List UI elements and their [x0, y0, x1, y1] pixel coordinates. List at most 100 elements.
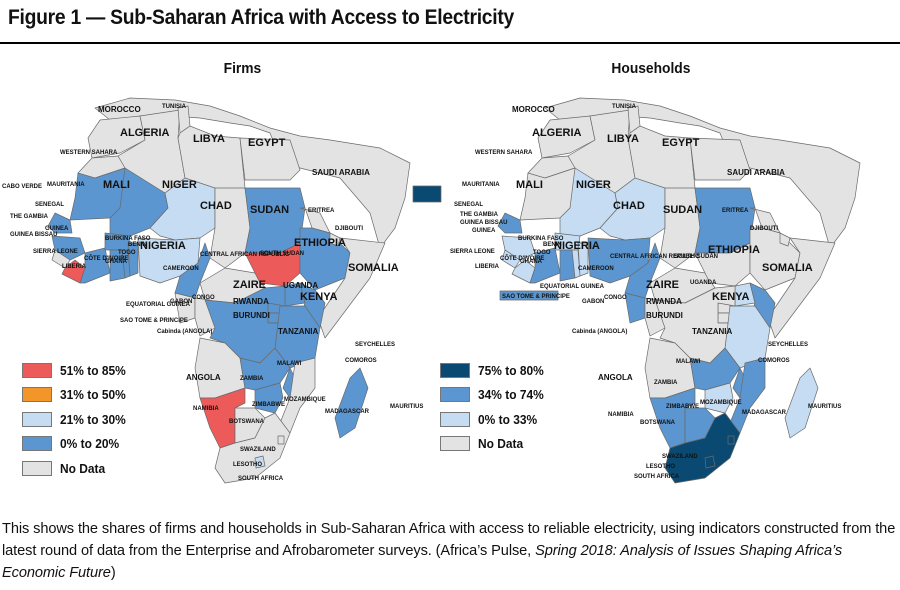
label-namibia: NAMIBIA [193, 406, 219, 412]
legend-label: 31% to 50% [60, 387, 126, 403]
label-guinea-bissau: GUINEA BISSAU [460, 220, 507, 226]
firms-heading: Firms [223, 60, 262, 77]
label-togo: TOGO [533, 250, 551, 256]
country-lesotho [254, 455, 266, 469]
label-tunisia: TUNISIA [162, 104, 187, 110]
label-mali: MALI [103, 179, 130, 191]
label-car: CENTRAL AFRICAN REPUBLIC [610, 254, 700, 260]
legend-label: 51% to 85% [60, 362, 126, 378]
label-egypt: EGYPT [248, 137, 286, 149]
label-saudi: SAUDI ARABIA [312, 168, 370, 177]
country-benin [577, 242, 589, 277]
households-map: MOROCCO TUNISIA ALGERIA LIBYA EGYPT SAUD… [450, 97, 861, 484]
legend-label: No Data [478, 436, 524, 452]
label-gabon: GABON [170, 299, 192, 305]
label-comoros: COMOROS [758, 358, 790, 364]
label-libya: LIBYA [193, 133, 225, 145]
caption-text: This shows the shares of firms and house… [2, 521, 896, 559]
legend-swatch [22, 362, 52, 378]
firms-legend-item: No Data [22, 456, 132, 481]
legend-label: 0% to 33% [478, 411, 538, 427]
label-namibia: NAMIBIA [608, 412, 634, 418]
label-senegal: SENEGAL [454, 202, 483, 208]
legend-label: 34% to 74% [478, 387, 544, 403]
label-eritrea: ERITREA [308, 208, 335, 214]
label-ghana: GHANA [520, 259, 543, 265]
country-madagascar [334, 367, 369, 439]
country-ethiopia [749, 227, 801, 291]
label-malawi: MALAWI [277, 361, 302, 367]
label-guinea-bissau: GUINEA BISSAU [10, 232, 57, 238]
label-uganda: UGANDA [283, 281, 318, 290]
country-benin [127, 242, 139, 277]
label-seychelles: SEYCHELLES [768, 342, 808, 348]
label-egypt: EGYPT [662, 137, 700, 149]
label-mauritania: MAURITANIA [47, 182, 85, 188]
label-zimbabwe: ZIMBABWE [666, 404, 699, 410]
country-swaziland [727, 435, 735, 445]
label-mali: MALI [516, 179, 543, 191]
country-lesotho [704, 455, 716, 469]
country-senegal [47, 212, 73, 234]
label-congo: CONGO [604, 295, 627, 301]
country-somalia [317, 237, 386, 339]
firms-legend-item: 51% to 85% [22, 358, 132, 383]
label-kenya: KENYA [712, 291, 750, 303]
label-lesotho: LESOTHO [646, 464, 675, 470]
legend-swatch [22, 411, 52, 427]
label-mauritius: MAURITIUS [808, 404, 841, 410]
country-mozambique [279, 357, 316, 434]
firms-legend-item: 0% to 20% [22, 432, 132, 457]
country-djibouti [779, 232, 791, 247]
label-tanzania: TANZANIA [692, 327, 733, 336]
label-burkina: BURKINA FASO [105, 236, 151, 242]
legend-label: 0% to 20% [60, 436, 120, 452]
caption-close: ) [110, 565, 116, 581]
legend-label: 75% to 80% [478, 362, 544, 378]
firms-legend-item: 21% to 30% [22, 407, 132, 432]
label-uganda: UGANDA [690, 280, 717, 286]
label-burundi: BURUNDI [646, 311, 683, 320]
background-land [544, 97, 861, 249]
label-sierra-leone: SIERRA LEONE [33, 249, 78, 255]
label-swaziland: SWAZILAND [240, 447, 276, 453]
legend-label: 21% to 30% [60, 411, 126, 427]
label-djibouti: DJIBOUTI [750, 226, 778, 232]
label-chad: CHAD [200, 200, 232, 212]
label-cote: CÔTE D'IVOIRE [500, 254, 544, 262]
legend-swatch [22, 387, 52, 403]
label-malawi: MALAWI [676, 359, 701, 365]
figure-caption: This shows the shares of firms and house… [2, 518, 898, 584]
label-comoros: COMOROS [345, 358, 377, 364]
label-mauritania: MAURITANIA [462, 182, 500, 188]
label-western-sahara: WESTERN SAHARA [60, 150, 118, 156]
label-mozambique: MOZAMBIQUE [284, 397, 326, 403]
label-burundi: BURUNDI [233, 311, 270, 320]
label-eq-guinea: EQUATORIAL GUINEA [540, 284, 605, 290]
label-sudan: SUDAN [250, 204, 289, 216]
legend-swatch [440, 362, 470, 378]
label-liberia: LIBERIA [475, 264, 500, 270]
label-guinea: GUINEA [45, 226, 69, 232]
country-zimbabwe [254, 382, 284, 414]
country-south-africa [664, 412, 741, 484]
label-angola: ANGOLA [186, 373, 221, 382]
label-guinea: GUINEA [472, 228, 496, 234]
label-algeria: ALGERIA [532, 127, 582, 139]
background-land [94, 97, 411, 249]
label-madagascar: MADAGASCAR [742, 410, 787, 416]
label-benin: BENIN [543, 242, 562, 248]
legend-swatch [440, 387, 470, 403]
label-nigeria: NIGERIA [554, 240, 600, 252]
label-cameroon: CAMEROON [578, 266, 614, 272]
firms-legend-item: 31% to 50% [22, 383, 132, 408]
country-djibouti [329, 232, 341, 247]
label-congo: CONGO [192, 295, 215, 301]
country-egypt [239, 137, 301, 181]
country-madagascar [784, 367, 819, 439]
label-burkina: BURKINA FASO [518, 236, 564, 242]
label-mauritius: MAURITIUS [390, 404, 423, 410]
country-south-africa [214, 412, 291, 484]
title-rule [0, 42, 900, 44]
country-swaziland [277, 435, 285, 445]
